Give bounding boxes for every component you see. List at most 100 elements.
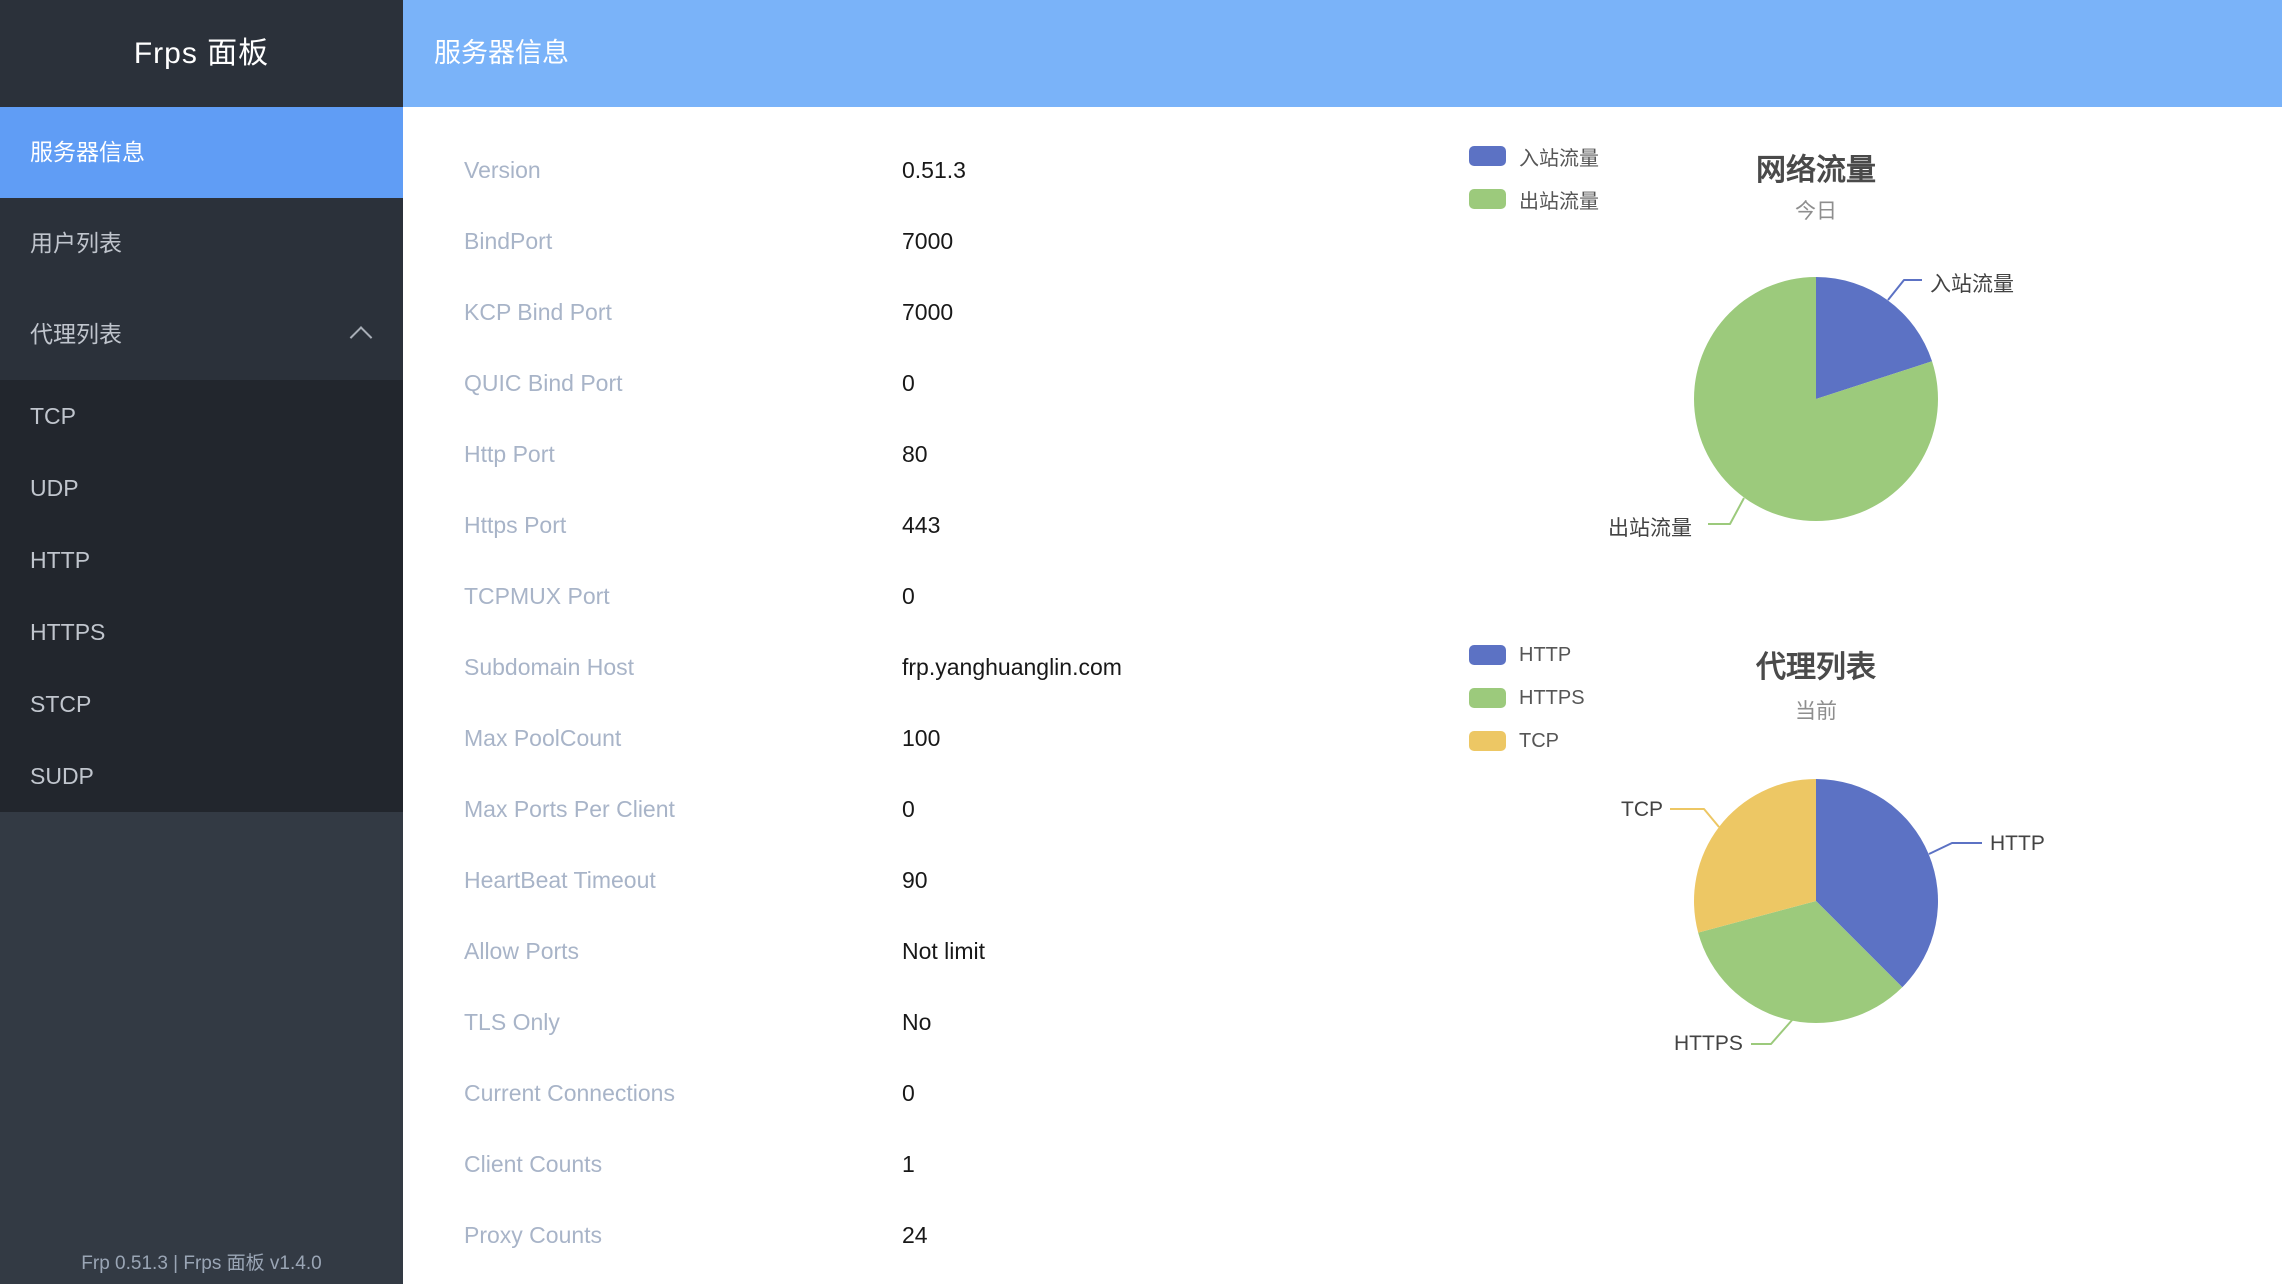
sidebar-item[interactable]: 服务器信息: [0, 107, 403, 198]
info-value: 0: [902, 370, 915, 396]
sidebar-menu: 服务器信息用户列表代理列表 TCP UDP HTTP HTTPS STCP SUDP: [0, 107, 403, 812]
info-row: Proxy Counts 24: [403, 1200, 1423, 1271]
info-value: 24: [902, 1222, 928, 1248]
sidebar-subitem[interactable]: STCP: [0, 668, 403, 740]
info-row: Max PoolCount 100: [403, 703, 1423, 774]
info-label: QUIC Bind Port: [464, 370, 623, 396]
pie-label: 入站流量: [1930, 273, 2014, 296]
info-value: 7000: [902, 228, 954, 254]
info-label: Subdomain Host: [464, 654, 635, 680]
info-label: Allow Ports: [464, 938, 580, 964]
label-leader-line: [1708, 497, 1745, 525]
info-row: Subdomain Host frp.yanghuanglin.com: [403, 632, 1423, 703]
sidebar-subitem[interactable]: HTTP: [0, 524, 403, 596]
proxy-list-chart: HTTP HTTPS TCP 代理列表 当前 HTTP HTTPS TCP: [1430, 600, 2230, 1140]
info-row: KCP Bind Port 7000: [403, 277, 1423, 348]
info-row: BindPort 7000: [403, 206, 1423, 277]
info-value: No: [902, 1009, 932, 1035]
pie-label: TCP: [1621, 798, 1663, 821]
sidebar-subitem-label: UDP: [30, 475, 79, 501]
sidebar-item[interactable]: 代理列表: [0, 289, 403, 380]
sidebar-subitem-label: TCP: [30, 403, 76, 429]
info-value: 7000: [902, 299, 954, 325]
legend-swatch: [1469, 645, 1506, 665]
pie-chart: [1670, 779, 1982, 1045]
pie-slice: [1698, 901, 1903, 1024]
sidebar-subitem-label: HTTP: [30, 547, 91, 573]
info-value: 90: [902, 867, 928, 893]
info-label: TCPMUX Port: [464, 583, 610, 609]
sidebar: Frps 面板 服务器信息 用户列表 代理列表 TCP UDP HTTP HTTPS STCP…: [0, 0, 403, 1284]
legend-label: TCP: [1519, 729, 1559, 752]
info-value: 100: [902, 725, 941, 751]
sidebar-subitem-label: SUDP: [30, 763, 94, 789]
sidebar-subitem-label: STCP: [30, 691, 92, 717]
info-row: HeartBeat Timeout 90: [403, 845, 1423, 916]
sidebar-subitem[interactable]: HTTPS: [0, 596, 403, 668]
info-value: 1: [902, 1151, 915, 1177]
sidebar-item-label: 用户列表: [30, 230, 122, 256]
info-label: Proxy Counts: [464, 1222, 603, 1248]
info-label: Http Port: [464, 441, 555, 467]
legend-item[interactable]: HTTPS: [1469, 686, 1585, 709]
legend-item[interactable]: 出站流量: [1469, 189, 1599, 213]
chart-title: 代理列表: [1756, 651, 1876, 684]
info-label: Max PoolCount: [464, 725, 622, 751]
chart-title: 网络流量: [1756, 154, 1876, 187]
info-row: Client Counts 1: [403, 1129, 1423, 1200]
sidebar-subitem[interactable]: SUDP: [0, 740, 403, 812]
info-label: Current Connections: [464, 1080, 675, 1106]
legend-label: HTTP: [1519, 643, 1572, 666]
legend-swatch: [1469, 146, 1506, 166]
server-info-panel: Version 0.51.3 BindPort 7000 KCP Bind Port 70…: [403, 107, 1423, 1271]
sidebar-subitem-label: HTTPS: [30, 619, 106, 645]
label-leader-line: [1751, 1018, 1794, 1045]
info-label: Max Ports Per Client: [464, 796, 675, 822]
pie-slices: [1694, 277, 1939, 521]
pie-slice: [1694, 277, 1939, 521]
pie-label: 出站流量: [1608, 517, 1692, 540]
legend-item[interactable]: HTTP: [1469, 643, 1585, 666]
info-value: 443: [902, 512, 941, 538]
sidebar-subitem[interactable]: UDP: [0, 452, 403, 524]
legend-swatch: [1469, 189, 1506, 209]
legend-label: 出站流量: [1519, 190, 1599, 213]
info-value: frp.yanghuanglin.com: [902, 654, 1122, 680]
sidebar-item[interactable]: 用户列表: [0, 198, 403, 289]
info-row: TCPMUX Port 0: [403, 561, 1423, 632]
sidebar-item-label: 代理列表: [30, 321, 122, 347]
legend-item[interactable]: TCP: [1469, 729, 1585, 752]
chart-legend: HTTP HTTPS TCP: [1469, 643, 1585, 752]
pie-label: HTTPS: [1674, 1032, 1743, 1055]
chart-subtitle: 当前: [1795, 700, 1837, 723]
pie-label: HTTP: [1990, 832, 2045, 855]
legend-label: 入站流量: [1519, 147, 1599, 170]
page-title: 服务器信息: [434, 38, 569, 68]
info-label: Https Port: [464, 512, 567, 538]
info-value: 0: [902, 796, 915, 822]
sidebar-version-footer: Frp 0.51.3 | Frps 面板 v1.4.0: [81, 1253, 322, 1274]
label-leader-line: [1670, 808, 1720, 828]
info-value: 80: [902, 441, 928, 467]
info-label: BindPort: [464, 228, 553, 254]
info-row: Http Port 80: [403, 419, 1423, 490]
info-row: Max Ports Per Client 0: [403, 774, 1423, 845]
legend-item[interactable]: 入站流量: [1469, 146, 1599, 170]
network-traffic-chart: 入站流量 出站流量 网络流量 今日 入站流量 出站流量: [1430, 120, 2230, 600]
info-value: 0.51.3: [902, 157, 966, 183]
info-value: 0: [902, 1080, 915, 1106]
info-label: Version: [464, 157, 541, 183]
info-value: 0: [902, 583, 915, 609]
label-leader-line: [1887, 279, 1922, 301]
info-row: Allow Ports Not limit: [403, 916, 1423, 987]
info-label: KCP Bind Port: [464, 299, 612, 325]
info-label: TLS Only: [464, 1009, 560, 1035]
pie-slice: [1816, 779, 1939, 988]
info-row: Https Port 443: [403, 490, 1423, 561]
legend-label: HTTPS: [1519, 686, 1585, 709]
sidebar-subitem[interactable]: TCP: [0, 380, 403, 452]
sidebar-submenu: TCP UDP HTTP HTTPS STCP SUDP: [0, 380, 403, 812]
legend-swatch: [1469, 731, 1506, 751]
chevron-up-icon[interactable]: [349, 325, 373, 349]
